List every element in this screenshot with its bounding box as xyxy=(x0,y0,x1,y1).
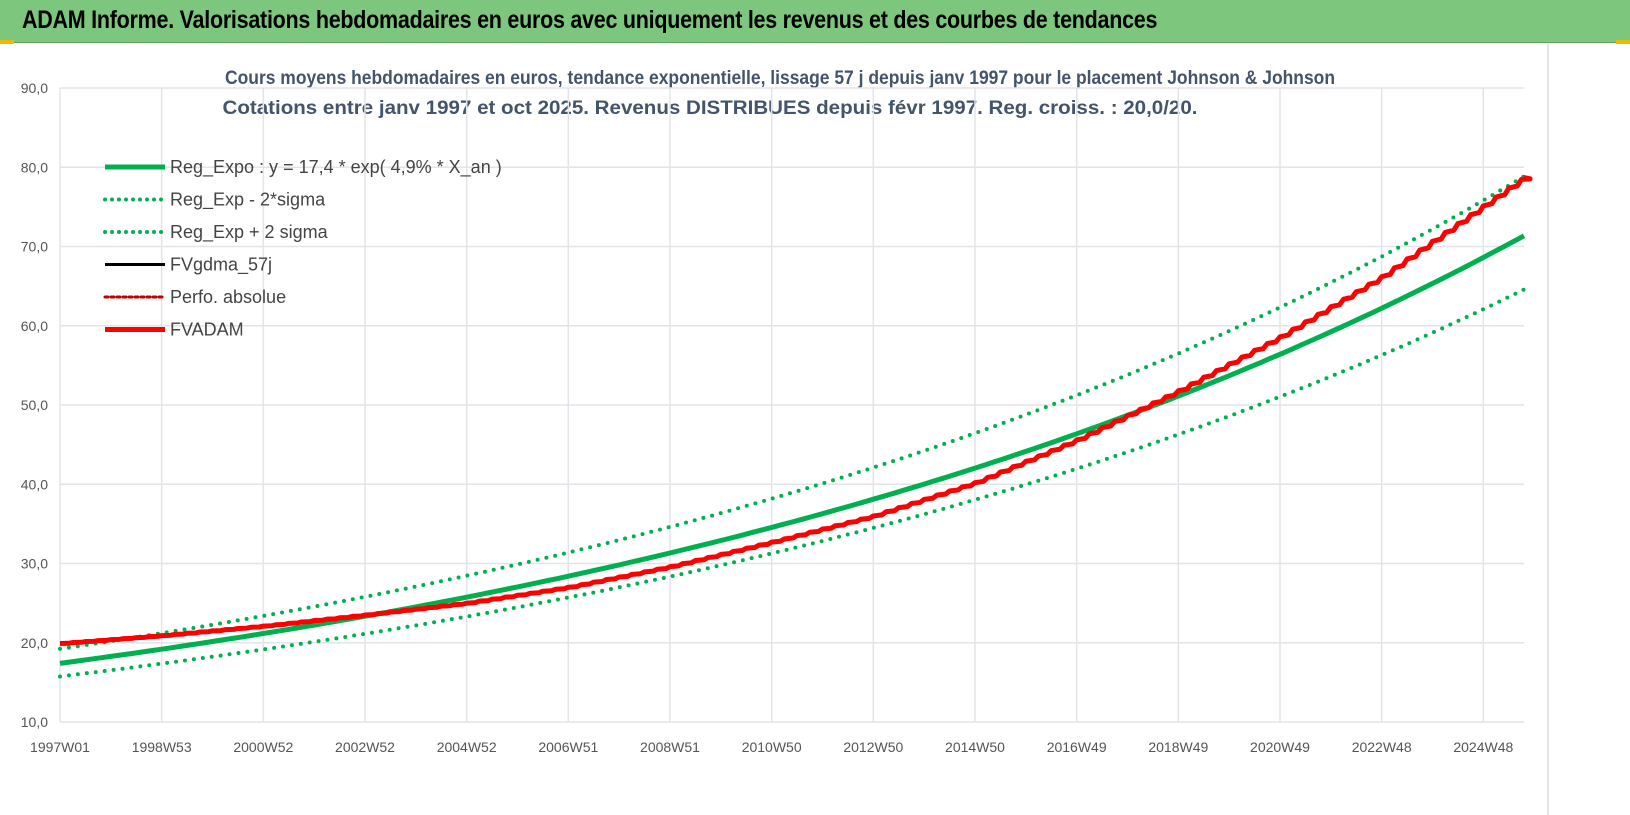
y-tick-label: 70,0 xyxy=(21,239,48,255)
y-tick-label: 50,0 xyxy=(21,397,48,413)
legend-label: FVADAM xyxy=(170,320,244,340)
legend-label: Reg_Expo : y = 17,4 * exp( 4,9% * X_an ) xyxy=(170,157,502,178)
x-tick-label: 2006W51 xyxy=(538,739,598,755)
x-tick-label: 2014W50 xyxy=(945,739,1005,755)
x-tick-label: 2008W51 xyxy=(640,739,700,755)
x-tick-label: 1997W01 xyxy=(30,739,90,755)
corner-marker xyxy=(1616,40,1630,44)
series-reg-expo xyxy=(59,233,1526,666)
y-tick-label: 40,0 xyxy=(21,476,48,492)
legend-label: Perfo. absolue xyxy=(170,287,286,307)
header-title: ADAM Informe. Valorisations hebdomadaire… xyxy=(22,6,1158,34)
y-tick-label: 80,0 xyxy=(21,159,48,175)
chart-title-line2: Cotations entre janv 1997 et oct 2025. R… xyxy=(223,98,1198,119)
series-reg-exp-plus-2sigma xyxy=(58,174,1526,651)
y-tick-label: 20,0 xyxy=(21,635,48,651)
y-tick-label: 10,0 xyxy=(21,714,48,730)
series-fvgdma-57j xyxy=(59,176,1531,645)
x-tick-label: 2016W49 xyxy=(1047,739,1107,755)
legend-label: FVgdma_57j xyxy=(170,255,272,276)
x-tick-label: 2020W49 xyxy=(1250,739,1310,755)
y-tick-label: 90,0 xyxy=(21,80,48,96)
series-fvadam xyxy=(59,175,1533,647)
x-tick-label: 2024W48 xyxy=(1453,739,1513,755)
x-tick-label: 2022W48 xyxy=(1352,739,1412,755)
header-bar: ADAM Informe. Valorisations hebdomadaire… xyxy=(0,0,1630,43)
x-tick-label: 2004W52 xyxy=(437,739,497,755)
series-reg-exp-minus-2sigma xyxy=(58,287,1526,679)
x-tick-label: 2012W50 xyxy=(843,739,903,755)
x-tick-label: 2002W52 xyxy=(335,739,395,755)
x-tick-label: 2000W52 xyxy=(233,739,293,755)
y-tick-label: 60,0 xyxy=(21,318,48,334)
chart-title-line1: Cours moyens hebdomadaires en euros, ten… xyxy=(225,68,1335,89)
x-tick-label: 2018W49 xyxy=(1148,739,1208,755)
chart-border xyxy=(1547,44,1549,815)
legend-label: Reg_Exp + 2 sigma xyxy=(170,222,329,243)
x-tick-label: 2010W50 xyxy=(742,739,802,755)
x-tick-label: 1998W53 xyxy=(132,739,192,755)
corner-marker xyxy=(0,40,14,44)
legend-label: Reg_Exp - 2*sigma xyxy=(170,190,326,211)
y-tick-label: 30,0 xyxy=(21,556,48,572)
